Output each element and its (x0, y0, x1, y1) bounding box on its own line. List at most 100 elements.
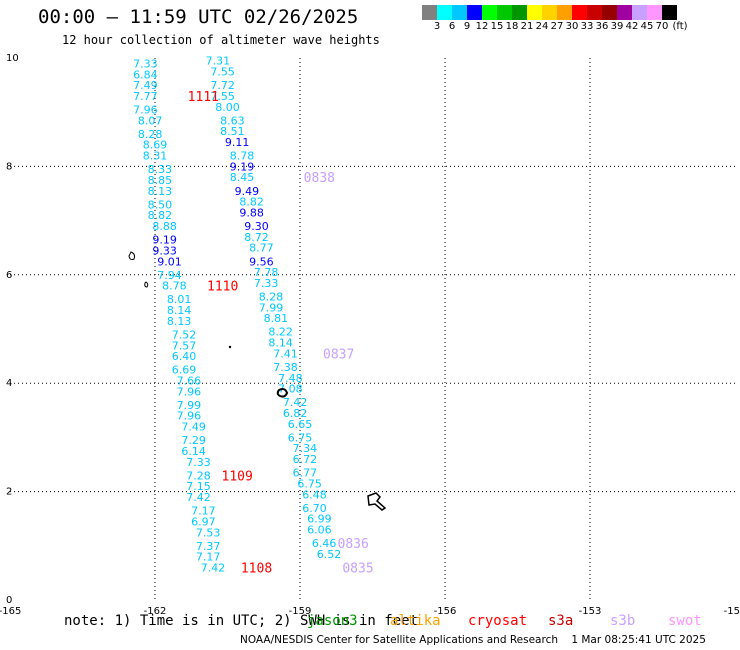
wave-height-label: 7.72 (210, 79, 235, 92)
wave-height-label: 7.15 (186, 480, 211, 493)
legend-swatch (527, 5, 542, 20)
wave-height-label: 7.17 (191, 505, 216, 518)
wave-height-label: 6.99 (307, 513, 332, 526)
x-tick-label: -162 (144, 606, 167, 617)
island-outline (144, 281, 149, 288)
wave-height-label: 6.65 (288, 418, 313, 431)
wave-height-label: 8.28 (138, 128, 163, 141)
wave-height-label: 6.69 (172, 364, 197, 377)
wave-height-label: 6.84 (133, 68, 158, 81)
satellite-label: altika (390, 613, 441, 629)
wave-height-label: 8.45 (230, 171, 255, 184)
wave-height-label: 8.33 (148, 163, 173, 176)
wave-height-label: 8.78 (162, 280, 187, 293)
pass-time-label: 0835 (342, 561, 373, 576)
pass-time-label: 0836 (338, 537, 369, 552)
wave-height-label: 6.52 (317, 548, 342, 561)
wave-height-label: 7.48 (278, 372, 303, 385)
wave-height-label: 8.13 (167, 315, 192, 328)
wave-height-label: 8.77 (249, 242, 274, 255)
legend-label: 33 (580, 21, 594, 32)
x-tick-label: -156 (434, 606, 457, 617)
satellite-label: jason3 (307, 613, 358, 629)
legend-label: 3 (433, 21, 441, 32)
pass-time-label: 0837 (323, 347, 354, 362)
wave-height-label: 9.19 (152, 234, 177, 247)
satellite-label: swot (668, 613, 702, 629)
wave-height-label: 7.53 (196, 526, 221, 539)
wave-height-label: 7.33 (186, 456, 211, 469)
wave-height-label: 8.22 (268, 326, 293, 339)
wave-height-label: 7.42 (283, 396, 308, 409)
wave-height-label: 8.85 (148, 174, 173, 187)
legend-swatch (467, 5, 482, 20)
wave-height-label: 7.42 (201, 561, 226, 574)
wave-height-label: 6.75 (297, 477, 322, 490)
wave-height-label: 8.31 (143, 150, 168, 163)
wave-height-label: 7.57 (172, 339, 197, 352)
wave-height-label: 6.75 (288, 431, 313, 444)
wave-height-label: 6.46 (312, 537, 337, 550)
legend-label: 45 (640, 21, 654, 32)
wave-height-label: 8.72 (244, 231, 269, 244)
legend-unit: (ft) (672, 21, 688, 32)
legend-swatch (452, 5, 467, 20)
wave-height-label: 8.69 (143, 139, 168, 152)
wave-height-label: 7.77 (133, 90, 158, 103)
wave-height-label: 8.88 (152, 220, 177, 233)
wave-height-label: 8.81 (264, 312, 289, 325)
legend-label: 30 (565, 21, 579, 32)
wave-height-label: 9.33 (152, 244, 177, 257)
legend-swatch (617, 5, 632, 20)
wave-height-label: 6.70 (302, 502, 327, 515)
wave-height-label: 7.31 (206, 55, 231, 68)
wave-height-label: 8.51 (220, 125, 245, 138)
x-tick-label: -150 (724, 606, 740, 617)
wave-height-label: 7.33 (254, 277, 279, 290)
x-tick-label: -153 (579, 606, 602, 617)
pass-time-label: 1110 (207, 280, 238, 295)
legend-swatch (497, 5, 512, 20)
pass-time-label: 0838 (304, 171, 335, 186)
satellite-label: s3a (548, 613, 574, 629)
legend-swatch (437, 5, 452, 20)
wave-height-label: 9.19 (230, 160, 255, 173)
wave-height-label: 8.07 (138, 114, 163, 127)
wave-height-label: 7.55 (210, 90, 235, 103)
legend-swatch (647, 5, 662, 20)
color-legend-bar (422, 5, 677, 20)
satellite-label: s3b (610, 613, 636, 629)
legend-label: 9 (463, 21, 471, 32)
island-outline (128, 251, 136, 261)
wave-height-label: 7.08 (278, 383, 303, 396)
wave-height-label: 9.30 (244, 220, 269, 233)
wave-height-label: 7.96 (177, 385, 202, 398)
legend-label: 70 (655, 21, 669, 32)
legend-swatch (482, 5, 497, 20)
wave-height-label: 7.78 (254, 266, 279, 279)
wave-height-label: 8.82 (239, 196, 264, 209)
wave-height-label: 6.48 (302, 488, 327, 501)
wave-height-label: 7.41 (273, 347, 298, 360)
wave-height-label: 8.01 (167, 293, 192, 306)
wave-height-label: 9.88 (239, 206, 264, 219)
wave-height-label: 7.66 (177, 374, 202, 387)
wave-height-label: 9.49 (235, 185, 260, 198)
wave-height-label: 9.56 (249, 255, 274, 268)
wave-height-label: 8.82 (148, 209, 173, 222)
legend-label: 6 (448, 21, 456, 32)
x-tick-label: -165 (0, 606, 21, 617)
legend-label: 18 (505, 21, 519, 32)
wave-height-label: 9.11 (225, 136, 250, 149)
wave-height-label: 8.78 (230, 150, 255, 163)
pass-time-label: 1108 (241, 561, 272, 576)
pass-time-label: 1111 (188, 90, 219, 105)
wave-height-label: 7.99 (259, 301, 284, 314)
wave-height-label: 7.52 (172, 328, 197, 341)
wave-height-label: 7.38 (273, 361, 298, 374)
wave-height-label: 6.40 (172, 350, 197, 363)
legend-swatch (572, 5, 587, 20)
wave-height-label: 6.14 (181, 445, 206, 458)
wave-height-label: 8.00 (215, 101, 240, 114)
y-tick-label: 6 (6, 270, 12, 281)
